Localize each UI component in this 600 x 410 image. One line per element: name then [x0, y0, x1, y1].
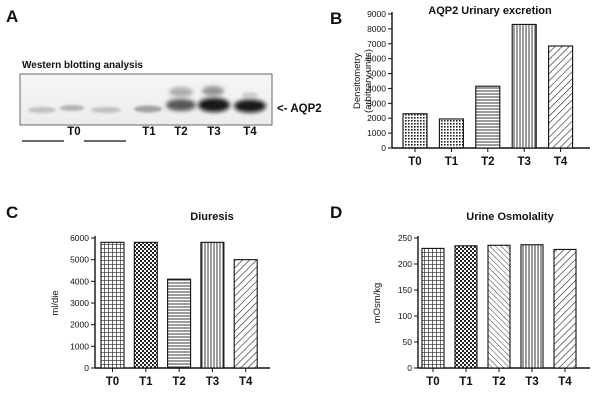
y-axis-label: ml/die [50, 290, 61, 315]
y-tick-label: 3000 [70, 298, 89, 308]
lane-label-t3: T3 [207, 126, 220, 138]
lane-label-t4: T4 [243, 126, 257, 138]
y-tick-label: 2000 [367, 113, 386, 123]
y-tick-label: 6000 [70, 233, 89, 243]
y-axis-label: mOsm/kg [372, 283, 383, 324]
y-tick-label: 100 [398, 311, 412, 321]
y-tick-label: 0 [407, 363, 412, 373]
y-tick-label: 2000 [70, 320, 89, 330]
y-tick-label: 1000 [367, 128, 386, 138]
x-tick-label: T4 [239, 376, 253, 388]
x-tick-label: T2 [492, 376, 505, 388]
y-tick-label: 3000 [367, 98, 386, 108]
y-tick-label: 1000 [70, 341, 89, 351]
bar-t3 [511, 23, 537, 149]
panel-label-c: C [6, 203, 18, 222]
bar-t4 [548, 45, 574, 149]
y-tick-label: 200 [398, 259, 412, 269]
bar-t0 [402, 113, 428, 149]
x-tick-label: T1 [445, 156, 459, 168]
x-tick-label: T1 [459, 376, 473, 388]
y-tick-label: 7000 [367, 39, 386, 49]
x-tick-label: T0 [426, 376, 439, 388]
bar-t3 [200, 241, 225, 369]
bar-t0 [421, 247, 445, 369]
chart-title: Diuresis [190, 211, 233, 223]
y-tick-label: 0 [84, 363, 89, 373]
x-tick-label: T3 [206, 376, 219, 388]
lane-label-t1: T1 [142, 126, 156, 138]
bar-t4 [233, 259, 258, 369]
x-tick-label: T0 [106, 376, 119, 388]
y-tick-label: 50 [403, 337, 413, 347]
x-tick-label: T3 [517, 156, 530, 168]
blot-membrane [19, 73, 273, 126]
y-tick-label: 5000 [367, 69, 386, 79]
x-tick-label: T3 [525, 376, 538, 388]
blot-title: Western blotting analysis [22, 60, 143, 71]
y-tick-label: 250 [398, 233, 412, 243]
panel-label-a: A [6, 7, 18, 26]
y-tick-label: 0 [381, 143, 386, 153]
x-tick-label: T4 [554, 156, 568, 168]
bar-t1 [133, 241, 158, 369]
lane-label-t0: T0 [67, 126, 80, 138]
aqp2-band-label: <- AQP2 [277, 103, 322, 115]
y-tick-label: 6000 [367, 54, 386, 64]
bar-t2 [487, 244, 511, 369]
bar-t2 [475, 85, 501, 149]
y-tick-label: 4000 [70, 276, 89, 286]
bar-t2 [167, 278, 192, 369]
chart-diuresis: Diuresis 0 1000 2000 3000 4000 5000 6000 ml/die T… [50, 211, 270, 388]
blot-bands [28, 86, 266, 113]
panel-label-b: B [330, 9, 342, 28]
y-tick-label: 8000 [367, 24, 386, 34]
y-tick-label: 9000 [367, 9, 386, 19]
bar-t4 [553, 248, 577, 369]
panel-label-d: D [330, 203, 342, 222]
panel-a: A Western blotting analysis <- AQP2 T0 T… [6, 7, 322, 142]
x-tick-label: T0 [408, 156, 421, 168]
bar-t0 [100, 241, 125, 369]
chart-urine-osmolality: Urine Osmolality 0 50 100 150 200 250 mOsm/kg T0… [372, 211, 590, 388]
bar-t1 [454, 245, 478, 369]
chart-title: Urine Osmolality [466, 211, 554, 223]
bar-t1 [438, 118, 464, 149]
x-tick-label: T1 [139, 376, 153, 388]
chart-aqp2-urinary-excretion: AQP2 Urinary excretion 0 1000 2000 3000 4000 5… [352, 5, 590, 168]
y-axis-label: Densitometry [352, 53, 363, 109]
lane-label-t2: T2 [174, 126, 187, 138]
y-tick-label: 5000 [70, 255, 89, 265]
y-axis-label: (arbitrary units) [363, 49, 374, 113]
x-tick-label: T2 [481, 156, 494, 168]
chart-title: AQP2 Urinary excretion [428, 5, 552, 17]
x-tick-label: T4 [558, 376, 572, 388]
y-tick-label: 4000 [367, 83, 386, 93]
bar-t3 [520, 244, 544, 369]
x-tick-label: T2 [172, 376, 185, 388]
y-tick-label: 150 [398, 285, 412, 295]
